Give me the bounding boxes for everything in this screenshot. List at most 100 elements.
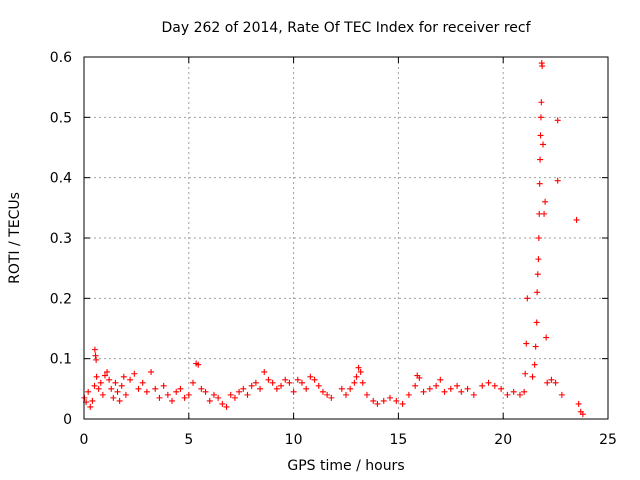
data-point <box>307 373 314 380</box>
data-point <box>118 382 125 389</box>
data-point <box>210 391 217 398</box>
data-point <box>558 391 565 398</box>
data-point <box>552 379 559 386</box>
data-point <box>538 99 545 106</box>
data-point <box>387 394 394 401</box>
data-point <box>357 368 364 375</box>
data-point <box>152 385 159 392</box>
data-point <box>393 397 400 404</box>
data-point <box>370 397 377 404</box>
data-point <box>91 346 98 353</box>
data-point <box>108 385 115 392</box>
data-point <box>244 391 251 398</box>
axis-ticks <box>83 56 609 420</box>
data-point <box>236 388 243 395</box>
data-point <box>240 385 247 392</box>
data-point <box>542 198 549 205</box>
data-point <box>93 356 100 363</box>
data-point <box>252 379 259 386</box>
data-point <box>89 397 96 404</box>
y-tick-label: 0 <box>63 412 72 428</box>
data-point <box>353 373 360 380</box>
data-point <box>521 388 528 395</box>
data-point <box>510 388 517 395</box>
y-tick-label: 0.6 <box>50 50 72 66</box>
data-point <box>405 391 412 398</box>
data-point <box>543 334 550 341</box>
data-point <box>470 391 477 398</box>
data-point <box>539 63 546 70</box>
data-point <box>524 295 531 302</box>
x-tick-label: 5 <box>184 432 193 448</box>
data-point <box>311 376 318 383</box>
y-tick-label: 0.2 <box>50 291 72 307</box>
data-point <box>202 388 209 395</box>
data-point <box>91 382 98 389</box>
data-point <box>265 376 272 383</box>
data-point <box>231 394 238 401</box>
data-point <box>537 114 544 121</box>
data-point <box>131 370 138 377</box>
data-point <box>554 177 561 184</box>
data-point <box>447 385 454 392</box>
data-point <box>181 394 188 401</box>
data-point <box>112 379 119 386</box>
data-point <box>120 373 127 380</box>
data-point <box>554 117 561 124</box>
x-tick-label: 0 <box>80 432 89 448</box>
data-point <box>127 376 134 383</box>
x-axis-label: GPS time / hours <box>287 458 404 474</box>
data-point <box>294 376 301 383</box>
data-point <box>540 141 547 148</box>
data-point <box>464 385 471 392</box>
data-point <box>164 391 171 398</box>
data-point <box>315 382 322 389</box>
data-point <box>437 376 444 383</box>
data-point <box>338 385 345 392</box>
x-tick-label: 15 <box>389 432 407 448</box>
data-point <box>97 379 104 386</box>
data-point <box>282 376 289 383</box>
data-point <box>148 368 155 375</box>
data-point <box>534 271 541 278</box>
data-point <box>522 370 529 377</box>
data-point <box>534 289 541 296</box>
data-point <box>324 391 331 398</box>
data-point <box>95 385 102 392</box>
data-point <box>116 397 123 404</box>
data-point <box>85 388 92 395</box>
data-point <box>189 379 196 386</box>
data-point <box>416 374 423 381</box>
data-point <box>269 379 276 386</box>
data-point <box>219 400 226 407</box>
data-point <box>101 372 108 379</box>
data-point <box>106 376 113 383</box>
x-tick-label: 25 <box>599 432 617 448</box>
data-point <box>426 385 433 392</box>
data-point <box>273 385 280 392</box>
data-point <box>579 411 586 418</box>
data-point <box>92 352 99 359</box>
data-point <box>160 382 167 389</box>
data-point <box>278 382 285 389</box>
data-point <box>536 180 543 187</box>
data-point <box>537 156 544 163</box>
data-point <box>548 376 555 383</box>
data-point <box>110 394 117 401</box>
data-point <box>529 373 536 380</box>
data-point <box>177 385 184 392</box>
data-point <box>198 385 205 392</box>
data-point <box>458 388 465 395</box>
data-point <box>139 379 146 386</box>
data-point <box>535 235 542 241</box>
data-point <box>319 388 326 395</box>
data-point <box>93 373 100 380</box>
data-point <box>399 400 406 407</box>
data-point <box>303 385 310 392</box>
data-point <box>498 385 505 392</box>
data-point <box>347 385 354 392</box>
x-tick-label: 20 <box>494 432 512 448</box>
data-point <box>173 388 180 395</box>
y-tick-label: 0.4 <box>50 171 72 187</box>
